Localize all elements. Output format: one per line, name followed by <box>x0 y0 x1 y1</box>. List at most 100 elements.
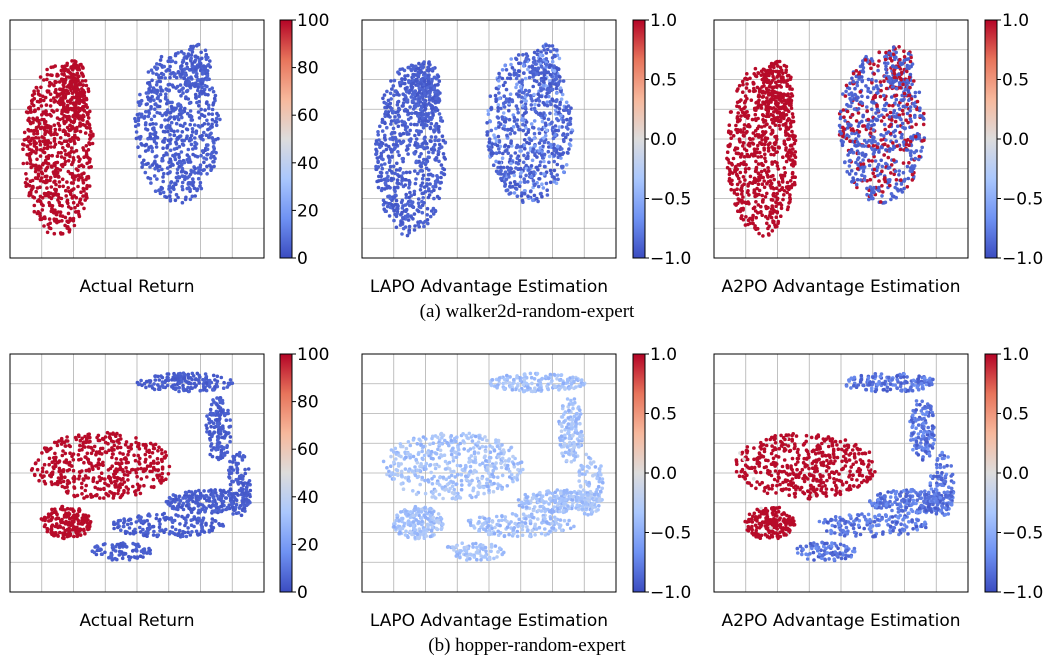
scatter-point <box>515 118 520 122</box>
scatter-point <box>421 126 426 130</box>
scatter-point <box>389 119 394 123</box>
scatter-point <box>405 125 410 129</box>
scatter-point <box>396 181 401 186</box>
scatter-point <box>884 71 889 75</box>
scatter-point <box>414 159 419 164</box>
scatter-point <box>206 103 211 108</box>
scatter-point <box>136 122 141 127</box>
scatter-point <box>74 64 78 69</box>
scatter-point <box>401 171 406 175</box>
scatter-point <box>209 131 213 136</box>
scatter-point <box>34 189 38 194</box>
scatter-point <box>415 145 419 150</box>
scatter-point <box>393 89 397 93</box>
scatter-point <box>841 140 845 144</box>
scatter-point <box>410 111 414 116</box>
scatter-point <box>62 72 66 76</box>
scatter-point <box>66 169 71 174</box>
scatter-point <box>199 153 203 158</box>
scatter-point <box>507 108 511 113</box>
scatter-point <box>781 197 785 202</box>
scatter-point <box>189 56 193 61</box>
colorbar-tick-label: 0.5 <box>650 71 677 91</box>
scatter-point <box>735 100 740 105</box>
scatter-point <box>421 173 426 178</box>
scatter-point <box>494 86 499 91</box>
scatter-point <box>568 116 573 121</box>
scatter-point <box>506 172 511 176</box>
scatter-point <box>152 114 157 118</box>
scatter-point <box>549 121 553 126</box>
scatter-point <box>391 110 396 114</box>
scatter-point <box>534 98 538 103</box>
scatter-point <box>172 74 177 78</box>
scatter-point <box>404 170 409 175</box>
scatter-point <box>62 119 66 124</box>
scatter-point <box>62 156 67 161</box>
panel-0-1: LAPO Advantage Estimation−1.0−0.50.00.51… <box>361 11 691 297</box>
scatter-point <box>31 120 35 125</box>
scatter-point <box>746 143 751 147</box>
scatter-point <box>503 184 507 188</box>
scatter-point <box>779 85 783 89</box>
scatter-point <box>549 102 553 107</box>
scatter-point <box>549 171 554 176</box>
scatter-point <box>418 86 423 90</box>
scatter-point <box>211 89 216 94</box>
scatter-point <box>920 114 924 118</box>
scatter-point <box>530 125 535 130</box>
scatter-point <box>180 174 184 178</box>
scatter-point <box>427 98 432 102</box>
scatter-point <box>511 113 516 117</box>
scatter-point <box>404 207 409 212</box>
scatter-point <box>435 194 440 199</box>
scatter-point <box>753 112 758 117</box>
scatter-point <box>434 156 439 160</box>
scatter-point <box>888 183 892 188</box>
scatter-point <box>505 76 510 81</box>
scatter-point <box>148 132 153 136</box>
scatter-point <box>871 86 876 90</box>
scatter-point <box>39 176 44 180</box>
scatter-point <box>34 151 38 155</box>
scatter-point <box>508 76 513 81</box>
scatter-point <box>28 151 32 156</box>
scatter-point <box>41 216 45 221</box>
scatter-point <box>149 105 153 109</box>
scatter-point <box>388 137 393 141</box>
scatter-point <box>887 165 892 170</box>
scatter-point <box>883 61 887 65</box>
scatter-point <box>552 175 556 180</box>
scatter-point <box>205 118 209 123</box>
scatter-point <box>883 179 888 184</box>
scatter-point <box>433 83 438 88</box>
scatter-point <box>36 136 41 140</box>
scatter-point <box>196 55 200 60</box>
scatter-point <box>898 147 903 152</box>
scatter-point <box>434 106 438 110</box>
scatter-point <box>405 109 410 113</box>
scatter-point <box>559 97 564 101</box>
scatter-point <box>879 145 884 149</box>
scatter-point <box>508 132 513 136</box>
scatter-point <box>382 93 387 97</box>
scatter-point <box>883 127 887 132</box>
scatter-point <box>426 221 430 226</box>
scatter-point <box>519 144 524 149</box>
scatter-point <box>768 210 773 214</box>
scatter-point <box>84 83 89 88</box>
scatter-point <box>756 155 760 159</box>
scatter-point <box>748 174 753 179</box>
scatter-point <box>25 144 30 149</box>
scatter-point <box>776 167 781 171</box>
scatter-point <box>391 142 396 147</box>
scatter-point <box>139 98 144 103</box>
scatter-point <box>782 189 787 193</box>
scatter-point <box>168 194 172 198</box>
scatter-point <box>730 163 734 167</box>
scatter-point <box>379 171 384 175</box>
scatter-point <box>88 126 92 131</box>
scatter-point <box>210 107 215 112</box>
scatter-point <box>536 184 541 189</box>
